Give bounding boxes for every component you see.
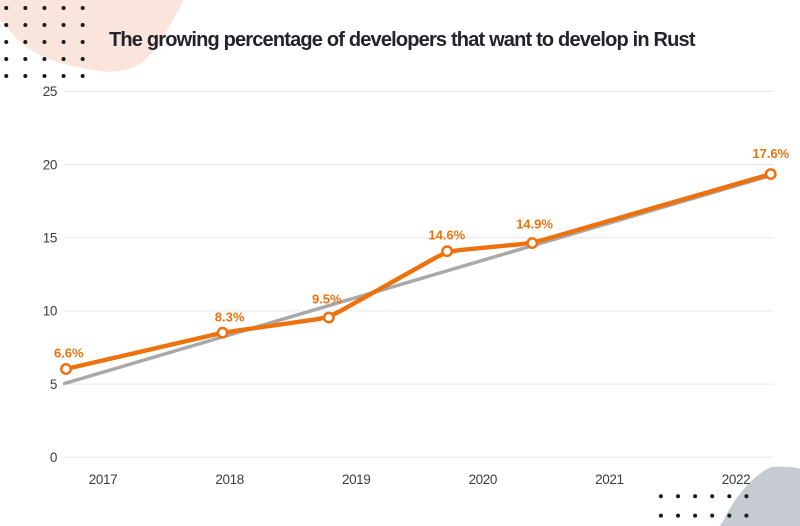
svg-text:25: 25 — [43, 84, 57, 99]
svg-text:8.3%: 8.3% — [215, 310, 245, 325]
svg-text:2019: 2019 — [342, 472, 370, 487]
svg-text:10: 10 — [43, 304, 57, 319]
svg-text:0: 0 — [50, 450, 57, 465]
svg-text:The growing percentage of deve: The growing percentage of developers tha… — [109, 29, 696, 51]
svg-text:14.9%: 14.9% — [516, 217, 553, 232]
svg-text:2018: 2018 — [215, 472, 243, 487]
svg-text:6.6%: 6.6% — [54, 346, 84, 361]
svg-text:2021: 2021 — [595, 472, 623, 487]
svg-text:5: 5 — [50, 377, 57, 392]
svg-text:17.6%: 17.6% — [752, 146, 789, 161]
svg-text:2017: 2017 — [89, 472, 117, 487]
svg-text:20: 20 — [43, 157, 57, 172]
svg-text:2020: 2020 — [469, 472, 497, 487]
svg-text:2022: 2022 — [722, 472, 750, 487]
svg-text:14.6%: 14.6% — [428, 228, 465, 243]
svg-text:9.5%: 9.5% — [312, 292, 342, 307]
svg-text:15: 15 — [43, 231, 57, 246]
